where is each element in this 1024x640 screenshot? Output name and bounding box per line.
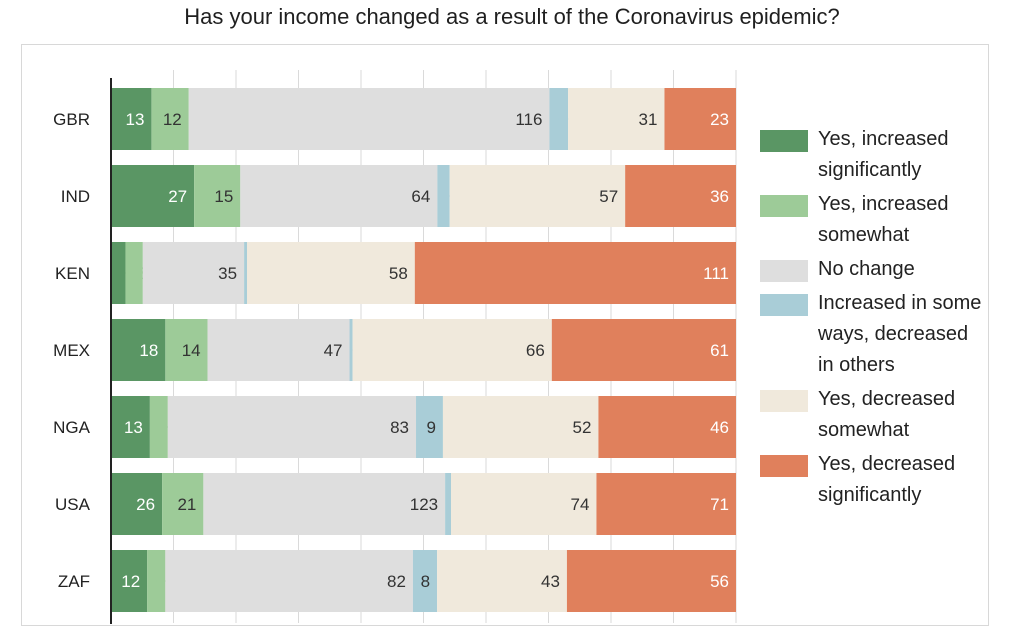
data-label: 52 xyxy=(573,418,592,437)
chart-title: Has your income changed as a result of t… xyxy=(184,4,840,29)
category-label: KEN xyxy=(55,264,90,283)
bar-segment xyxy=(352,319,552,381)
data-label: 15 xyxy=(214,187,233,206)
bar-segment xyxy=(111,473,163,535)
legend-label: Yes, increased somewhat xyxy=(818,193,949,246)
data-label: 57 xyxy=(599,187,618,206)
bar-segment xyxy=(566,550,736,612)
bar-segment xyxy=(111,550,148,612)
legend-label: Yes, decreased somewhat xyxy=(818,388,956,441)
bar-segment xyxy=(449,165,626,227)
legend-swatch xyxy=(760,260,808,282)
category-label: USA xyxy=(55,495,91,514)
bar-segment xyxy=(111,165,195,227)
data-label: 58 xyxy=(389,264,408,283)
category-label: ZAF xyxy=(58,572,90,591)
bar-segment xyxy=(194,165,241,227)
data-label: 18 xyxy=(139,341,158,360)
data-label: 36 xyxy=(710,187,729,206)
data-label: 71 xyxy=(710,495,729,514)
legend-item: Yes, increased significantly xyxy=(760,128,985,186)
bar-segment xyxy=(111,319,166,381)
bar-segment xyxy=(142,242,245,304)
data-label: 61 xyxy=(710,341,729,360)
data-label: 23 xyxy=(710,110,729,129)
legend-swatch xyxy=(760,195,808,217)
category-label: IND xyxy=(61,187,90,206)
legend-swatch xyxy=(760,455,808,477)
data-label: 9 xyxy=(426,418,435,437)
legend-swatch xyxy=(760,130,808,152)
data-label: 13 xyxy=(124,418,143,437)
data-label: 83 xyxy=(390,418,409,437)
data-label: 43 xyxy=(541,572,560,591)
data-label: 14 xyxy=(182,341,201,360)
data-label: 26 xyxy=(136,495,155,514)
bar-segment xyxy=(551,319,736,381)
legend-item: No change xyxy=(760,258,985,285)
bar-segment xyxy=(414,242,736,304)
data-label: 13 xyxy=(126,110,145,129)
bar-segment xyxy=(240,165,438,227)
data-label: 47 xyxy=(324,341,343,360)
bar-segment xyxy=(412,550,438,612)
bar-segment xyxy=(151,88,189,150)
legend-item: Yes, decreased significantly xyxy=(760,453,985,511)
bar-segment xyxy=(165,319,208,381)
data-label: 74 xyxy=(571,495,590,514)
bar-segment xyxy=(165,550,413,612)
bar-segment xyxy=(437,550,567,612)
data-label: 8 xyxy=(421,572,430,591)
legend-label: Yes, decreased significantly xyxy=(818,453,956,506)
legend-label: No change xyxy=(818,258,915,280)
data-label: 111 xyxy=(703,264,729,283)
data-label: 12 xyxy=(121,572,140,591)
legend-label: Yes, increased significantly xyxy=(818,128,949,181)
bar-segment xyxy=(568,88,665,150)
legend-item: Yes, decreased somewhat xyxy=(760,388,985,446)
legend-swatch xyxy=(760,390,808,412)
bar-segment xyxy=(451,473,597,535)
data-label: 12 xyxy=(163,110,182,129)
data-label: 123 xyxy=(410,495,438,514)
data-label: 31 xyxy=(639,110,658,129)
category-label: MEX xyxy=(53,341,90,360)
data-label: 27 xyxy=(168,187,187,206)
data-label: 116 xyxy=(515,110,542,129)
legend-label: Increased in some ways, decreased in oth… xyxy=(818,292,982,376)
data-label: 35 xyxy=(218,264,237,283)
bar-segment xyxy=(207,319,350,381)
category-label: NGA xyxy=(53,418,91,437)
legend: Yes, increased significantly Yes, increa… xyxy=(760,128,985,518)
bar-segment xyxy=(664,88,736,150)
bar-segment xyxy=(167,396,417,458)
data-label: 46 xyxy=(710,418,729,437)
bar-segment xyxy=(598,396,736,458)
data-label: 64 xyxy=(411,187,430,206)
data-label: 21 xyxy=(177,495,196,514)
category-label: GBR xyxy=(53,110,90,129)
bar-segment xyxy=(416,396,443,458)
legend-item: Yes, increased somewhat xyxy=(760,193,985,251)
bar-segment xyxy=(162,473,204,535)
bar-segment xyxy=(188,88,550,150)
bar-segment xyxy=(625,165,736,227)
bar-segment xyxy=(246,242,415,304)
data-label: 56 xyxy=(710,572,729,591)
legend-item: Increased in some ways, decreased in oth… xyxy=(760,292,985,381)
data-label: 82 xyxy=(387,572,406,591)
chart-panel xyxy=(21,44,989,626)
bar-segment xyxy=(596,473,736,535)
bar-segment xyxy=(111,88,152,150)
data-label: 66 xyxy=(526,341,545,360)
bar-segment xyxy=(111,396,150,458)
legend-swatch xyxy=(760,294,808,316)
bar-segment xyxy=(442,396,599,458)
bar-segment xyxy=(203,473,446,535)
